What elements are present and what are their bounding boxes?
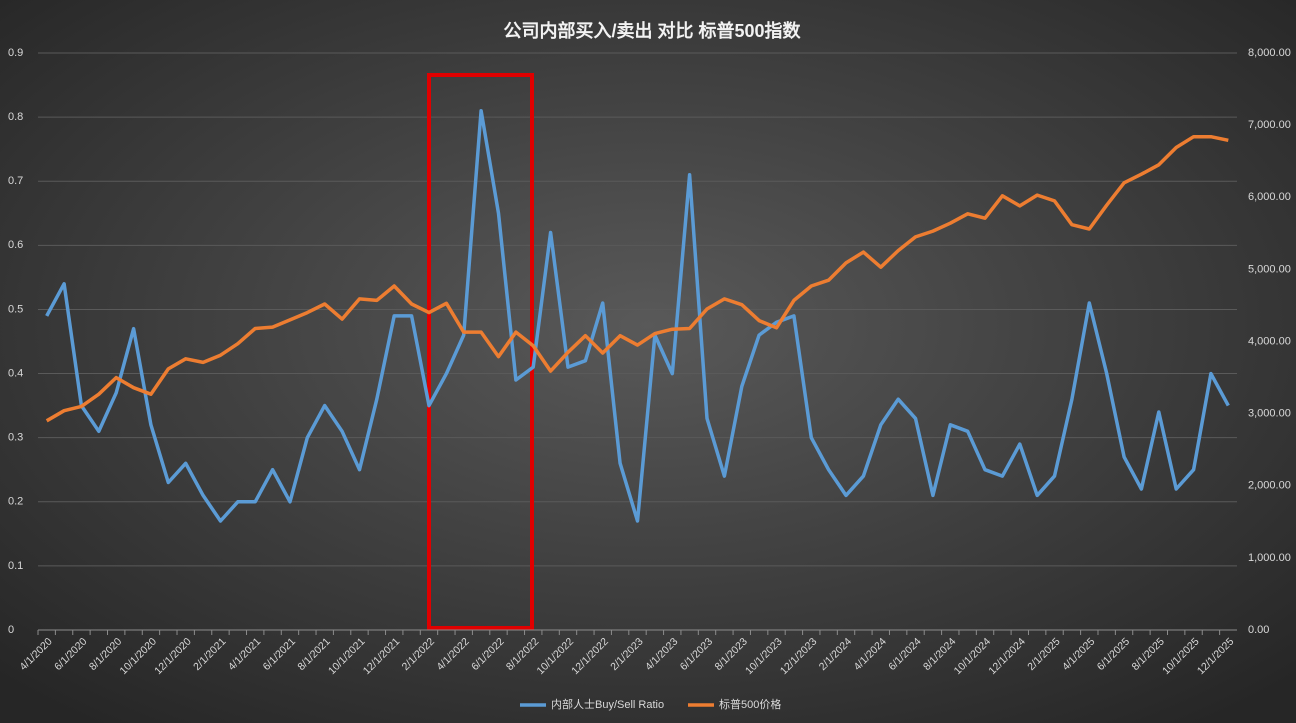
chart-title: 公司内部买入/卖出 对比 标普500指数 bbox=[503, 20, 801, 41]
y-tick-label: 0.7 bbox=[8, 175, 23, 187]
y2-tick-label: 0.00 bbox=[1248, 624, 1269, 636]
y2-tick-label: 6,000.00 bbox=[1248, 191, 1291, 203]
y2-tick-label: 8,000.00 bbox=[1248, 47, 1291, 59]
y-tick-label: 0.9 bbox=[8, 47, 23, 59]
y-tick-label: 0.2 bbox=[8, 496, 23, 508]
y-tick-label: 0 bbox=[8, 624, 14, 636]
y2-tick-label: 5,000.00 bbox=[1248, 263, 1291, 275]
y2-tick-label: 2,000.00 bbox=[1248, 480, 1291, 492]
y-tick-label: 0.3 bbox=[8, 432, 23, 444]
y-tick-label: 0.8 bbox=[8, 111, 23, 123]
y-tick-label: 0.4 bbox=[8, 367, 23, 379]
highlight-box bbox=[427, 73, 534, 630]
y2-tick-label: 3,000.00 bbox=[1248, 408, 1291, 420]
y-tick-label: 0.6 bbox=[8, 239, 23, 251]
y2-tick-label: 7,000.00 bbox=[1248, 119, 1291, 131]
y-tick-label: 0.5 bbox=[8, 303, 23, 315]
series-line bbox=[45, 108, 1230, 523]
series-line bbox=[45, 134, 1229, 423]
y2-tick-label: 4,000.00 bbox=[1248, 335, 1291, 347]
y-tick-label: 0.1 bbox=[8, 560, 23, 572]
legend-label: 标普500价格 bbox=[719, 697, 781, 711]
y2-tick-label: 1,000.00 bbox=[1248, 552, 1291, 564]
legend-label: 内部人士Buy/Sell Ratio bbox=[551, 697, 664, 711]
